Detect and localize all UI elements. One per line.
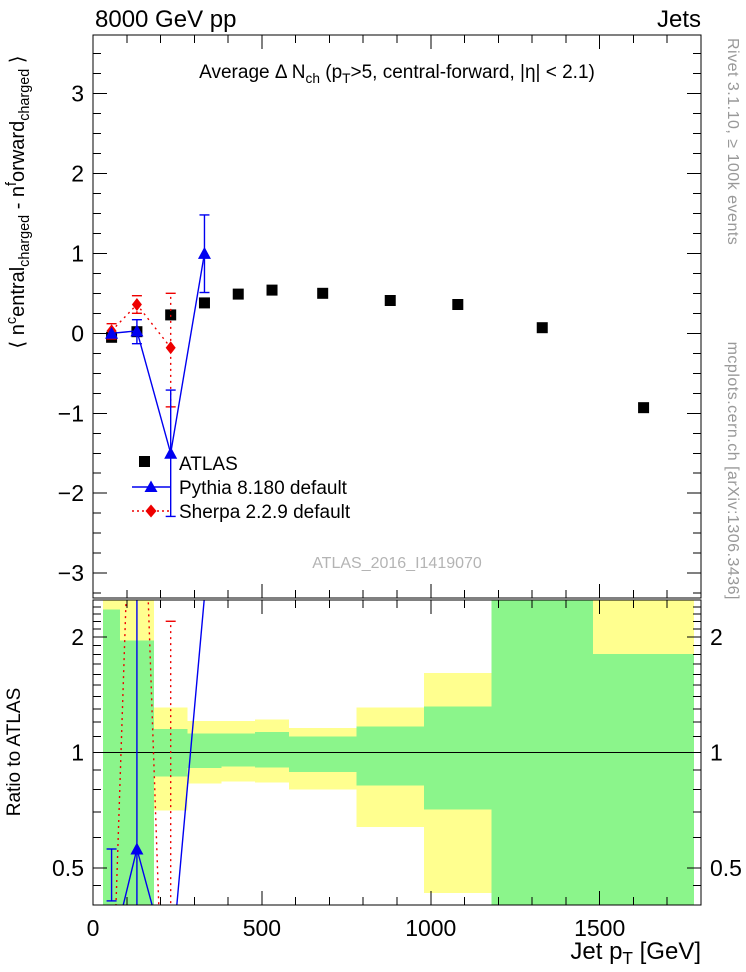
sherpa-legend-marker-icon <box>145 504 157 518</box>
pythia-main-series <box>105 214 211 518</box>
ratio-y-tick-label-right: 2 <box>710 624 723 650</box>
ratio-y-tick-label: 1 <box>71 740 84 766</box>
y-tick-label: 2 <box>71 160 84 186</box>
uncertainty-band-inner <box>255 732 289 768</box>
ratio-y-axis-label: Ratio to ATLAS <box>4 688 25 817</box>
atlas-marker <box>384 295 396 307</box>
x-axis-label: Jet pT [GeV] <box>570 938 701 968</box>
y-tick-label: 0 <box>71 320 84 346</box>
atlas-marker <box>198 297 210 309</box>
pythia-ratio-series <box>106 600 205 905</box>
sherpa-marker <box>165 341 176 355</box>
pythia-marker <box>197 246 211 259</box>
plot-title: Average Δ Nch (pT>5, central-forward, |η… <box>199 62 595 86</box>
pythia-marker <box>164 446 178 459</box>
uncertainty-band-inner <box>187 733 222 769</box>
legend-item-sherpa: Sherpa 2.2.9 default <box>132 502 351 523</box>
pythia-marker <box>105 326 119 339</box>
legend-label-pythia: Pythia 8.180 default <box>179 478 348 499</box>
atlas-main-series <box>106 284 650 414</box>
atlas-legend-marker-icon <box>139 456 150 467</box>
pythia-marker <box>130 324 144 337</box>
atlas-marker <box>638 402 650 414</box>
ratio-y-tick-label-right: 0.5 <box>710 855 742 881</box>
analysis-id-watermark: ATLAS_2016_I1419070 <box>312 555 482 572</box>
uncertainty-band-inner <box>221 733 256 767</box>
x-tick-label: 1500 <box>574 915 625 941</box>
atlas-marker <box>266 284 278 296</box>
uncertainty-band-inner <box>592 653 695 905</box>
analysis-type-label: Jets <box>657 6 701 33</box>
atlas-marker <box>317 287 329 299</box>
sherpa-ratio-series <box>115 600 176 905</box>
ratio-y-tick-label: 2 <box>71 624 84 650</box>
legend-item-pythia: Pythia 8.180 default <box>132 478 348 499</box>
x-tick-label: 500 <box>243 915 281 941</box>
x-tick-label: 0 <box>87 915 100 941</box>
pythia-ratio-line <box>122 600 205 905</box>
uncertainty-band-inner <box>288 736 357 772</box>
atlas-marker <box>536 322 548 334</box>
rivet-version-caption: Rivet 3.1.10, ≥ 100k events <box>724 38 741 245</box>
x-tick-label: 1000 <box>405 915 456 941</box>
y-tick-label: 1 <box>71 240 84 266</box>
beam-energy-label: 8000 GeV pp <box>95 6 236 33</box>
atlas-marker <box>452 299 464 311</box>
sherpa-line <box>111 303 172 349</box>
y-tick-label: −1 <box>58 400 84 426</box>
mcplots-reference-caption: mcplots.cern.ch [arXiv:1306.3436] <box>724 342 741 600</box>
y-tick-label: −3 <box>58 560 84 586</box>
chart-layer: −3 −2 −1 0 1 2 3 0.5 0.5 1 1 2 2 0 500 1000 1500 Average … <box>4 34 742 968</box>
sherpa-marker <box>131 298 142 312</box>
pythia-line <box>111 253 206 454</box>
main-y-axis-label: ⟨ ncentralcharged - nforwardcharged ⟩ <box>4 55 33 348</box>
ratio-y-tick-label: 0.5 <box>52 855 84 881</box>
legend-item-atlas: ATLAS <box>139 454 238 475</box>
pythia-ratio-marker <box>130 842 144 855</box>
legend: ATLAS Pythia 8.180 default Sherpa 2.2.9 … <box>132 454 351 523</box>
pythia-legend-marker-icon <box>144 480 158 492</box>
uncertainty-band-inner <box>103 609 121 905</box>
y-tick-label: 3 <box>71 80 84 106</box>
legend-label-sherpa: Sherpa 2.2.9 default <box>179 502 351 523</box>
ratio-y-tick-label-right: 1 <box>710 740 723 766</box>
legend-label-atlas: ATLAS <box>179 454 238 475</box>
uncertainty-band-inner <box>356 726 425 786</box>
uncertainty-band-inner <box>424 706 492 810</box>
y-tick-label: −2 <box>58 480 84 506</box>
atlas-marker <box>232 288 244 300</box>
